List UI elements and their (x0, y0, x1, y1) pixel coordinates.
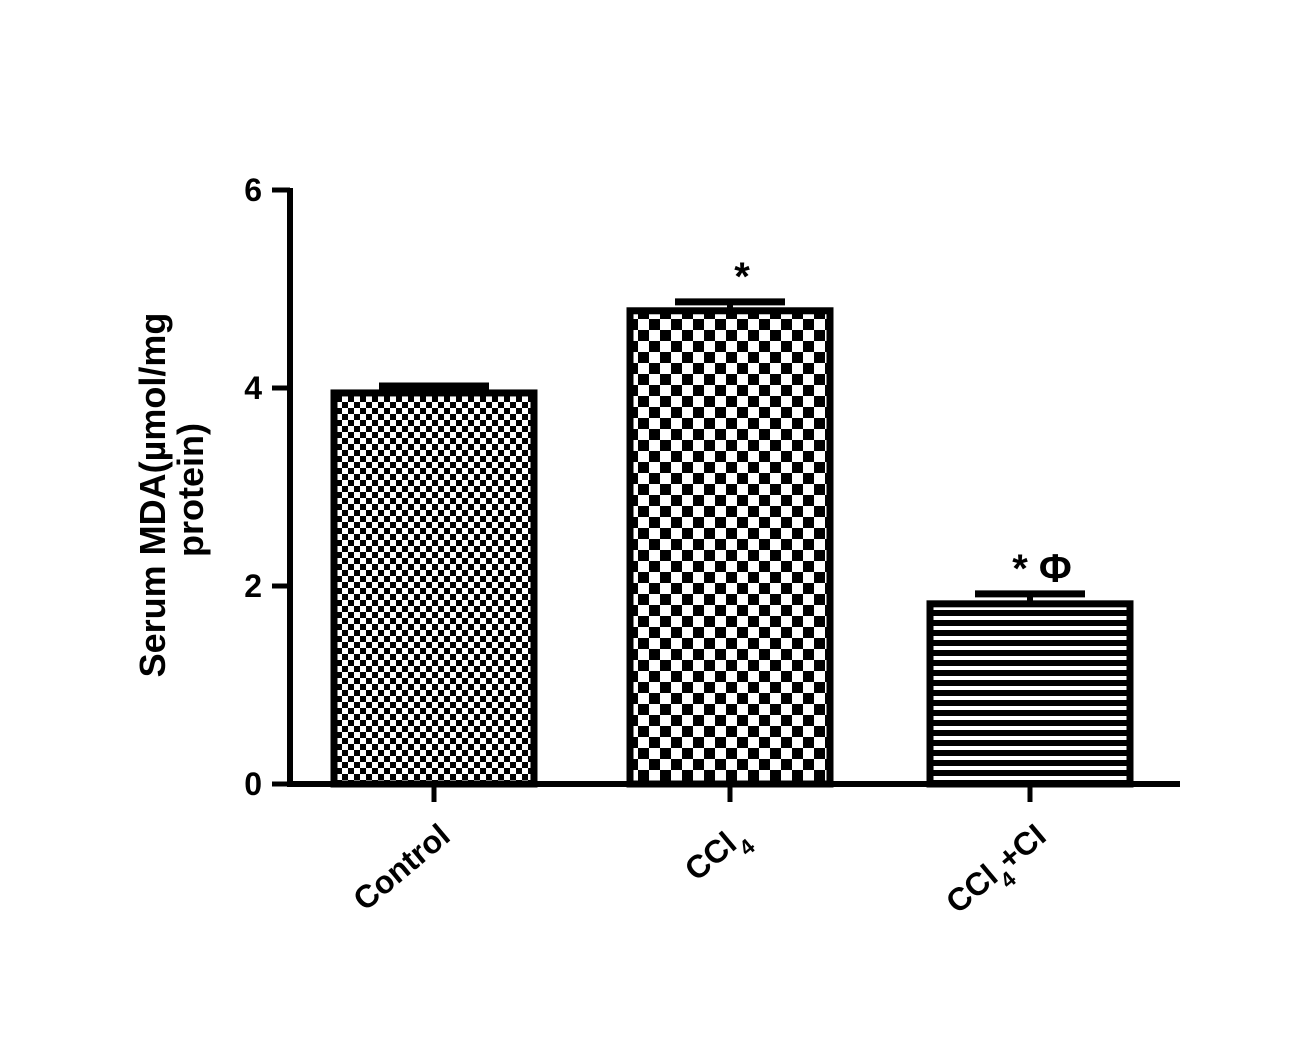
category-label-1: Control (346, 817, 456, 918)
significance-mark-2: * (734, 255, 750, 299)
y-tick-label-4: 4 (244, 370, 262, 406)
bar-1 (330, 389, 538, 788)
y-axis-label: Serum MDA(µmol/mg protein) (132, 303, 211, 678)
category-label-3: CCl4+CI (939, 817, 1059, 929)
axes-group (272, 187, 1180, 802)
y-tick-label-6: 6 (244, 172, 262, 208)
category-label-2: CCl4 (678, 816, 760, 895)
bar-3 (926, 600, 1134, 788)
y-axis-label-line-1: Serum MDA(µmol/mg (132, 313, 173, 678)
bar-2 (626, 307, 834, 788)
y-tick-label-0: 0 (244, 766, 262, 802)
bars-group (330, 298, 1134, 788)
y-axis-label-line-2: protein) (170, 423, 211, 557)
significance-mark-3: * Φ (1012, 547, 1072, 591)
y-tick-label-2: 2 (244, 568, 262, 604)
